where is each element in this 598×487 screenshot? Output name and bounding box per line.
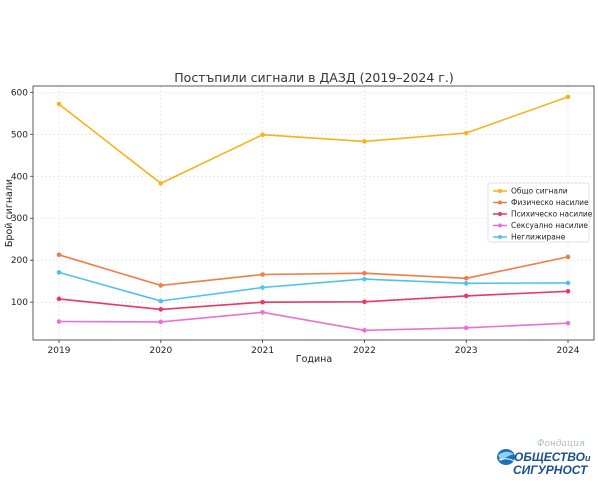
data-point: [362, 276, 367, 282]
data-point: [362, 299, 367, 305]
legend-label: Физическо насилие: [511, 198, 589, 207]
data-point: [56, 270, 62, 275]
series-line-1: [58, 96, 569, 185]
logo-script-text: Фондация: [537, 439, 585, 449]
plot-frame: [32, 85, 595, 341]
series-line-2: [58, 254, 569, 287]
data-point: [260, 299, 265, 305]
legend-swatch-marker: [498, 200, 502, 205]
legend-label: Психическо насилие: [511, 210, 593, 219]
legend-swatch-marker: [498, 223, 502, 228]
y-tick-label: 100: [11, 298, 28, 308]
legend-swatch-marker: [498, 212, 502, 216]
logo: Фондация ОБЩЕСТВОи СИГУРНОСТ: [495, 436, 595, 480]
data-point: [463, 275, 469, 281]
data-point: [158, 298, 164, 304]
y-tick-label: 300: [11, 214, 28, 224]
x-axis-ticks: 2019 2020 2021 2022 2023 2024: [48, 340, 580, 356]
data-point: [463, 325, 469, 331]
x-tick-label: 2023: [455, 346, 478, 356]
y-axis-ticks: 100 200 300 400 500 600: [11, 88, 33, 308]
data-point: [56, 252, 62, 258]
data-point: [158, 283, 164, 288]
y-tick-label: 400: [11, 172, 28, 182]
x-tick-label: 2020: [149, 346, 172, 356]
data-point: [362, 270, 367, 276]
y-tick-label: 600: [11, 88, 28, 98]
data-point: [56, 101, 62, 107]
data-point: [362, 139, 367, 144]
y-tick-label: 500: [11, 130, 28, 140]
data-point: [260, 285, 265, 290]
data-point: [158, 181, 164, 186]
series-group: [56, 94, 571, 333]
legend-box: [487, 182, 590, 243]
x-tick-label: 2021: [251, 346, 274, 356]
data-point: [158, 319, 164, 325]
data-point: [56, 319, 62, 324]
data-point: [565, 94, 571, 100]
logo-line1-b: и: [585, 453, 591, 463]
y-tick-label: 200: [11, 256, 28, 266]
data-point: [565, 288, 571, 294]
data-point: [362, 328, 367, 333]
data-point: [260, 309, 265, 315]
data-point: [565, 254, 571, 260]
series-line-4: [58, 311, 569, 332]
data-point: [260, 132, 265, 138]
legend-label: Сексуално насилие: [511, 221, 588, 230]
series-line-5: [58, 271, 569, 302]
series-line-3: [58, 290, 569, 311]
data-point: [463, 293, 469, 299]
logo-line1-a: ОБЩЕСТВО: [514, 450, 586, 464]
chart-title: Постъпили сигнали в ДАЗД (2019–2024 г.): [174, 70, 453, 85]
x-tick-label: 2022: [353, 346, 376, 356]
legend-label: Неглижиране: [511, 233, 566, 242]
logo-line1: ОБЩЕСТВОи: [514, 450, 591, 464]
data-point: [56, 296, 62, 302]
y-axis-label: Брой сигнали: [4, 179, 15, 247]
legend-swatch-marker: [498, 189, 502, 193]
x-tick-label: 2019: [48, 346, 71, 356]
legend: Общо сигнали Физическо насилие Психическо …: [487, 182, 593, 243]
data-point: [463, 281, 469, 286]
data-point: [463, 130, 469, 136]
data-point: [565, 280, 571, 286]
x-tick-label: 2024: [557, 346, 580, 356]
legend-swatch-marker: [498, 235, 502, 239]
x-axis-label: Година: [296, 354, 332, 365]
data-point: [158, 307, 164, 312]
logo-line2: СИГУРНОСТ: [513, 463, 589, 477]
logo-globe-icon: [497, 449, 515, 465]
legend-label: Общо сигнали: [511, 187, 568, 196]
data-point: [260, 272, 265, 277]
data-point: [565, 320, 571, 326]
